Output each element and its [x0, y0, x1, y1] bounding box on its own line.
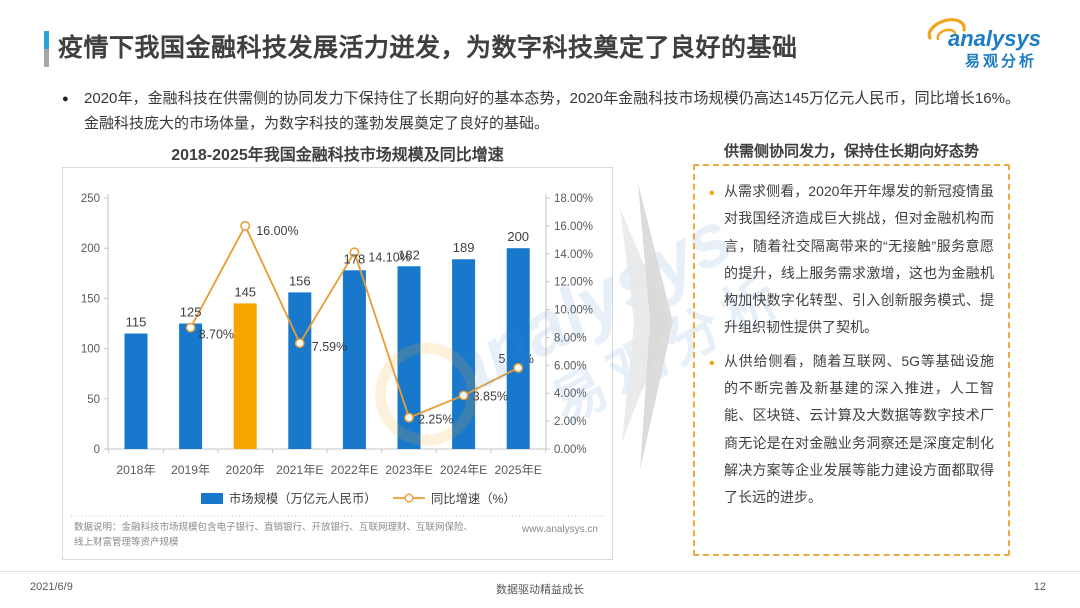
- bar-2021年E: [288, 292, 312, 449]
- chart-data-note: 数据说明：金融科技市场规模包含电子银行、直销银行、开放银行、互联网理财、互联网保…: [74, 522, 474, 548]
- bar-2025年E: [506, 248, 530, 449]
- growth-marker-2024年E: [458, 390, 469, 401]
- chart-card: 0 50 100 150 200 250 0.00% 2.00% 4.00% 6.00% 8.00%…: [62, 167, 613, 560]
- y-right-tick: 0.00%: [554, 444, 587, 456]
- growth-label-5: 2.25%: [418, 413, 453, 427]
- bar-2020年: [233, 303, 257, 449]
- bar-label-2024年E: 189: [453, 240, 475, 255]
- page-title: 疫情下我国金融科技发展活力迸发，为数字科技奠定了良好的基础: [58, 34, 798, 62]
- right-arrow-shape: [620, 183, 673, 470]
- side-panel-bullet-supply: 从供给侧看，随着互联网、5G等基础设施的不断完善及新基建的深入推进，人工智能、区…: [707, 348, 994, 512]
- market-scale-growth-combo-chart: 0 50 100 150 200 250 0.00% 2.00% 4.00% 6.00% 8.00%…: [71, 193, 604, 517]
- growth-marker-2020年: [240, 220, 251, 231]
- bar-label-2018年: 115: [126, 315, 147, 330]
- footer-date: 2021/6/9: [30, 581, 73, 593]
- footer-slogan: 数据驱动精益成长: [496, 584, 584, 596]
- y-left-tick: 250: [81, 193, 100, 205]
- x-tick-2022年E: 2022年E: [331, 463, 378, 477]
- side-panel-bullet-demand: 从需求侧看，2020年开年爆发的新冠疫情虽对我国经济造成巨大挑战，但对金融机构而…: [707, 178, 994, 342]
- bar-2022年E: [342, 270, 366, 449]
- x-tick-2021年E: 2021年E: [276, 463, 323, 477]
- x-tick-2019年: 2019年: [171, 463, 210, 477]
- y-right-tick: 10.00%: [554, 305, 593, 317]
- y-right-tick: 4.00%: [554, 388, 587, 400]
- x-tick-2025年E: 2025年E: [494, 463, 541, 477]
- y-right-tick: 14.00%: [554, 249, 593, 261]
- y-left-tick: 200: [81, 243, 100, 255]
- y-right-tick: 12.00%: [554, 277, 593, 289]
- legend-bar-label: 市场规模（万亿元人民币）: [229, 491, 377, 506]
- logo-wordmark: analysys: [948, 26, 1041, 51]
- side-panel-title: 供需侧协同发力，保持住长期向好态势: [723, 143, 979, 160]
- source-site: www.analysys.cn: [521, 524, 598, 535]
- footer-page-number: 12: [1033, 581, 1046, 593]
- analysys-logo: analysys 易观分析: [922, 10, 1054, 72]
- logo-wordmark-cn: 易观分析: [965, 52, 1037, 70]
- analysys-swirl-icon: [927, 18, 966, 41]
- chart-title: 2018-2025年我国金融科技市场规模及同比增速: [171, 147, 504, 164]
- title-accent-bar: [44, 31, 49, 67]
- growth-label-1: 8.70%: [199, 328, 234, 342]
- legend-bar-swatch: [201, 493, 223, 504]
- bar-label-2023年E: 182: [398, 247, 420, 262]
- legend-line-label: 同比增速（%）: [431, 491, 516, 506]
- bar-label-2021年E: 156: [289, 273, 311, 288]
- y-right-tick: 8.00%: [554, 332, 587, 344]
- bar-2018年: [124, 333, 148, 449]
- side-panel-list: 从需求侧看，2020年开年爆发的新冠疫情虽对我国经济造成巨大挑战，但对金融机构而…: [707, 178, 994, 512]
- growth-label-3: 7.59%: [312, 340, 347, 354]
- footer: 2021/6/9 数据驱动精益成长 12: [0, 571, 1080, 608]
- bar-label-2025年E: 200: [507, 229, 529, 244]
- growth-label-4: 14.10%: [368, 250, 410, 264]
- growth-marker-2019年: [185, 322, 196, 333]
- x-tick-2024年E: 2024年E: [440, 463, 487, 477]
- side-panel: 从需求侧看，2020年开年爆发的新冠疫情虽对我国经济造成巨大挑战，但对金融机构而…: [693, 164, 1010, 556]
- y-right-tick: 6.00%: [554, 360, 587, 372]
- chart-legend: 市场规模（万亿元人民币） 同比增速（%）: [201, 491, 516, 506]
- bar-label-2022年E: 178: [344, 251, 366, 266]
- y-left-tick: 150: [81, 293, 100, 305]
- bullet-dot-icon: ●: [62, 93, 69, 105]
- y-left-tick: 0: [94, 444, 100, 456]
- bar-2024年E: [452, 259, 476, 449]
- y-left-tick: 50: [87, 394, 100, 406]
- y-left-tick: 100: [81, 344, 100, 356]
- growth-marker-2023年E: [404, 412, 414, 423]
- growth-label-2: 16.00%: [256, 224, 298, 238]
- bar-label-2020年: 145: [234, 284, 256, 299]
- growth-marker-2021年E: [294, 338, 305, 349]
- intro-bullet: ● 2020年，金融科技在供需侧的协同发力下保持住了长期向好的基本态势，2020…: [62, 87, 1020, 137]
- x-tick-2023年E: 2023年E: [385, 463, 432, 477]
- y-right-tick: 18.00%: [554, 193, 593, 205]
- y-right-tick: 2.00%: [554, 416, 587, 428]
- growth-label-6: 3.85%: [473, 389, 508, 403]
- intro-bullet-text: 2020年，金融科技在供需侧的协同发力下保持住了长期向好的基本态势，2020年金…: [84, 90, 1020, 132]
- y-right-tick: 16.00%: [554, 221, 593, 233]
- growth-marker-2022年E: [349, 247, 360, 258]
- bar-label-2019年: 125: [180, 305, 202, 320]
- bar-2023年E: [397, 266, 421, 449]
- bar-2019年: [179, 323, 203, 449]
- growth-marker-2025年E: [513, 362, 524, 373]
- x-tick-2020年: 2020年: [226, 463, 265, 477]
- x-tick-2018年: 2018年: [116, 463, 155, 477]
